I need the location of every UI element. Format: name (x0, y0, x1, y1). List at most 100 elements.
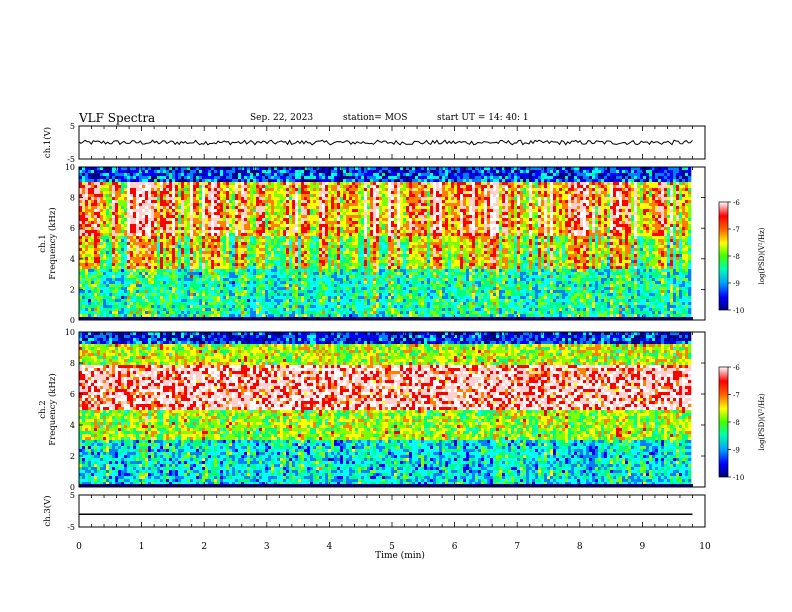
spectrogram-cell (136, 281, 140, 285)
spectrogram-cell (148, 284, 152, 288)
spectrogram-cell (217, 185, 221, 189)
spectrogram-cell (145, 233, 149, 237)
spectrogram-cell (241, 269, 245, 273)
spectrogram-cell (112, 188, 116, 192)
spectrogram-cell (238, 236, 242, 240)
waveform-ytick-label: -5 (67, 155, 75, 164)
spectrogram-cell (241, 185, 245, 189)
spectrogram-cell (250, 212, 254, 216)
spectrogram-cell (280, 311, 284, 315)
spectrogram-cell (250, 206, 254, 210)
spectrogram-cell (292, 176, 296, 180)
spectrogram-cell (82, 218, 86, 222)
spectrogram-cell (115, 314, 119, 318)
spectrogram-cell (244, 272, 248, 276)
spectrogram-cell (160, 197, 164, 201)
spectrogram-cell (235, 287, 239, 291)
spectrogram-cell (337, 197, 341, 201)
spectrogram-cell (298, 197, 302, 201)
spectrogram-cell (184, 173, 188, 177)
spectrogram-cell (310, 236, 314, 240)
spectrogram-cell (178, 230, 182, 234)
spectrogram-cell (298, 281, 302, 285)
spectrogram-cell (184, 200, 188, 204)
spectrogram-cell (103, 218, 107, 222)
spectrogram-cell (256, 209, 260, 213)
spectrogram-cell (271, 185, 275, 189)
spectrogram-cell (97, 245, 101, 249)
spectrogram-cell (115, 311, 119, 315)
spectrogram-cell (355, 230, 359, 234)
spectrogram-cell (142, 197, 146, 201)
spectrogram-cell (286, 242, 290, 246)
spectrogram-cell (319, 299, 323, 303)
spectrogram-cell (85, 188, 89, 192)
spectrogram-cell (325, 245, 329, 249)
spectrogram-cell (88, 299, 92, 303)
spectrogram-cell (199, 206, 203, 210)
spectrogram-cell (151, 218, 155, 222)
spectrogram-cell (199, 242, 203, 246)
spectrogram-cell (325, 209, 329, 213)
spectrogram-cell (166, 191, 170, 195)
spectrogram-cell (271, 167, 275, 171)
spectrogram-cell (325, 266, 329, 270)
spectrogram-cell (208, 215, 212, 219)
spectrogram-cell (202, 293, 206, 297)
spectrogram-cell (121, 239, 125, 243)
spectrogram-cell (250, 257, 254, 261)
spectrogram-cell (160, 224, 164, 228)
spectrogram-cell (268, 245, 272, 249)
spectrogram-cell (193, 275, 197, 279)
spectrogram-cell (172, 167, 176, 171)
spectrogram-cell (148, 212, 152, 216)
spectrogram-cell (340, 230, 344, 234)
spectrogram-cell (277, 284, 281, 288)
spectrogram-cell (136, 188, 140, 192)
spectrogram-cell (244, 287, 248, 291)
spectrogram-cell (85, 260, 89, 264)
spectrogram-cell (226, 272, 230, 276)
spectrogram-cell (187, 299, 191, 303)
spectrogram-cell (337, 200, 341, 204)
spectrogram-cell (232, 296, 236, 300)
spectrogram-cell (280, 245, 284, 249)
spectrogram-cell (319, 272, 323, 276)
spectrogram-cell (325, 239, 329, 243)
spectrogram-cell (115, 254, 119, 258)
spectrogram-cell (232, 173, 236, 177)
spectrogram-cell (148, 197, 152, 201)
spectrogram-cell (112, 281, 116, 285)
spectrogram-cell (178, 200, 182, 204)
spectrogram-cell (346, 239, 350, 243)
spectrogram-cell (169, 215, 173, 219)
spectrogram-cell (340, 275, 344, 279)
spectrogram-cell (265, 227, 269, 231)
spectrogram-cell (277, 245, 281, 249)
spectrogram-cell (136, 179, 140, 183)
waveform-ylabel: ch.1(V) (42, 127, 53, 158)
spectrogram-cell (163, 269, 167, 273)
spectrogram-cell (142, 179, 146, 183)
spectrogram-cell (190, 257, 194, 261)
spectrogram-cell (115, 293, 119, 297)
spectrogram-cell (184, 257, 188, 261)
spectrogram-cell (229, 290, 233, 294)
spectrogram-cell (244, 260, 248, 264)
spectrogram-cell (337, 290, 341, 294)
spectrogram-cell (337, 260, 341, 264)
spectrogram-cell (181, 257, 185, 261)
spectrogram-cell (94, 185, 98, 189)
spectrogram-cell (292, 254, 296, 258)
spectrogram-cell (160, 170, 164, 174)
spectrogram-cell (235, 290, 239, 294)
spectrogram-cell (142, 248, 146, 252)
spectrogram-cell (232, 308, 236, 312)
spectrogram-cell (157, 221, 161, 225)
spectrogram-cell (190, 278, 194, 282)
spectrogram-cell (247, 215, 251, 219)
spectrogram-cell (190, 260, 194, 264)
spectrogram-cell (322, 203, 326, 207)
spectrogram-cell (91, 302, 95, 306)
spectrogram-cell (169, 236, 173, 240)
